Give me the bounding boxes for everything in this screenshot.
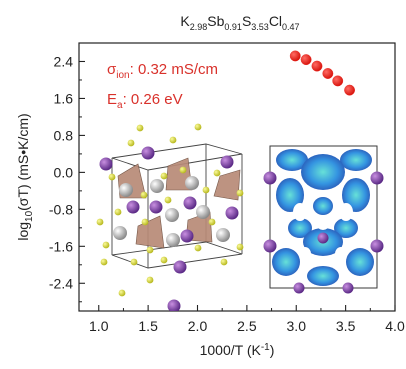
y-tick-label: -2.4 [49, 275, 73, 291]
x-tick-label: 3.5 [336, 318, 356, 334]
crystal-structure-illustration [96, 123, 244, 311]
tick-labels: 1.0 1.5 2.0 2.5 3.0 3.5 4.0 2.4 1.6 0.8 0.0 -0.8 -1.… [49, 53, 405, 334]
data-point [289, 50, 301, 62]
y-tick-label: 2.4 [54, 53, 74, 69]
data-point [332, 75, 344, 87]
data-point [311, 60, 323, 72]
x-axis-label: 1000/T (K-1) [200, 342, 275, 358]
x-tick-label: 3.0 [287, 318, 307, 334]
y-tick-label: -1.6 [49, 238, 73, 254]
y-axis-label: log10(σT) (mS•K/cm) [15, 113, 35, 240]
data-series [289, 50, 355, 96]
y-tick-label: 1.6 [54, 90, 74, 106]
conductivity-annotation: σion: 0.32 mS/cm [107, 61, 218, 81]
plot-frame [78, 42, 396, 312]
y-tick-label: -0.8 [49, 201, 73, 217]
x-tick-label: 1.0 [89, 318, 109, 334]
y-tick-label: 0.0 [54, 164, 74, 180]
chart-title: K2.98Sb0.91S3.53Cl0.47 [180, 13, 299, 32]
x-tick-label: 2.5 [237, 318, 257, 334]
data-point [344, 84, 355, 96]
x-tick-label: 4.0 [385, 318, 405, 334]
x-tick-label: 1.5 [138, 318, 158, 334]
activation-energy-annotation: Ea: 0.26 eV [107, 91, 183, 111]
data-point [322, 68, 334, 79]
ion-density-map-illustration [263, 145, 384, 294]
data-point [300, 54, 312, 66]
x-tick-label: 2.0 [188, 318, 208, 334]
y-tick-label: 0.8 [54, 127, 74, 143]
